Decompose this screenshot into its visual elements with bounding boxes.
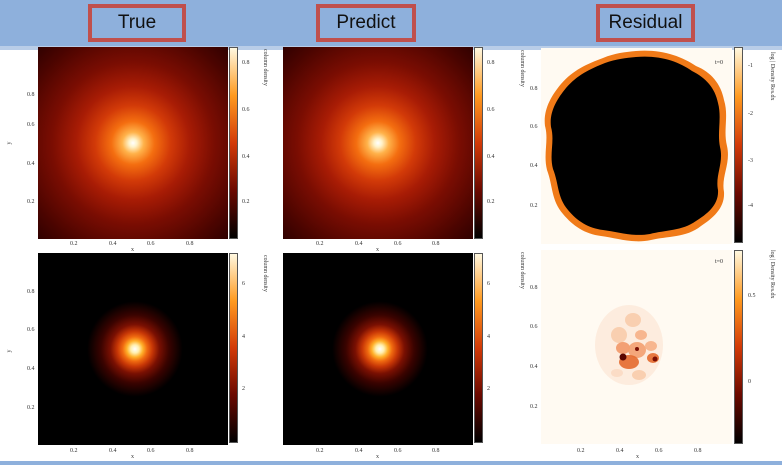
y-tick: 0.8: [27, 92, 35, 98]
x-tick: 0.2: [70, 241, 78, 247]
x-tick: 0.6: [394, 448, 402, 454]
cbar-label: column density: [262, 49, 268, 86]
residual-top-colorbar: [734, 47, 743, 243]
cbar-tick: -1: [748, 63, 753, 69]
x-tick: 0.4: [616, 448, 624, 454]
footer-bar: [0, 461, 782, 465]
cbar-label: column density: [519, 50, 525, 87]
x-axis-label: x: [131, 247, 134, 253]
cbar-tick: 0.2: [487, 199, 495, 205]
x-tick: 0.4: [355, 448, 363, 454]
y-tick: 0.6: [530, 124, 538, 130]
cbar-tick: 2: [487, 386, 490, 392]
y-tick: 0.6: [27, 327, 35, 333]
x-axis-label: x: [376, 247, 379, 253]
x-tick: 0.8: [186, 448, 194, 454]
cbar-label: log | Density Res.dx: [769, 52, 775, 101]
cbar-tick: 0.4: [487, 154, 495, 160]
cbar-tick: 2: [242, 386, 245, 392]
cbar-tick: 6: [242, 281, 245, 287]
x-tick: 0.8: [432, 241, 440, 247]
cbar-tick: 4: [487, 334, 490, 340]
y-tick: 0.4: [530, 163, 538, 169]
residual-top-plot: [541, 48, 732, 244]
true-bottom-colorbar: [229, 253, 238, 443]
x-tick: 0.2: [316, 241, 324, 247]
cbar-tick: 0.8: [242, 60, 250, 66]
residual-clumps: [595, 305, 663, 385]
cbar-tick: 0.5: [748, 293, 756, 299]
column-label-predict: Predict: [316, 4, 416, 42]
true-top-colorbar: [229, 47, 238, 239]
cbar-tick: 0.6: [242, 107, 250, 113]
cbar-tick: 0.2: [242, 199, 250, 205]
y-tick: 0.4: [530, 364, 538, 370]
y-tick: 0.4: [27, 161, 35, 167]
predict-top-plot: [283, 47, 473, 239]
x-tick: 0.6: [394, 241, 402, 247]
cbar-tick: -3: [748, 158, 753, 164]
y-tick: 0.8: [530, 285, 538, 291]
residual-blob: [544, 50, 728, 242]
cbar-tick: 0.8: [487, 60, 495, 66]
x-axis-label: x: [131, 454, 134, 460]
predict-bottom-plot: [283, 253, 473, 445]
x-tick: 0.8: [186, 241, 194, 247]
time-label: t=0: [715, 259, 724, 265]
x-tick: 0.8: [432, 448, 440, 454]
cbar-tick: 6: [487, 281, 490, 287]
x-tick: 0.4: [355, 241, 363, 247]
residual-bottom-colorbar: [734, 250, 743, 444]
x-axis-label: x: [376, 454, 379, 460]
cbar-label: log | Density Res.dx: [769, 250, 775, 299]
y-tick: 0.2: [27, 199, 35, 205]
x-tick: 0.2: [577, 448, 585, 454]
y-tick: 0.8: [27, 289, 35, 295]
x-tick: 0.4: [109, 448, 117, 454]
cbar-tick: 4: [242, 334, 245, 340]
cbar-tick: 0.4: [242, 154, 250, 160]
cbar-label: column density: [262, 255, 268, 292]
cbar-tick: 0: [748, 379, 751, 385]
predict-bottom-colorbar: [474, 253, 483, 443]
true-top-plot: [38, 47, 228, 239]
x-tick: 0.2: [70, 448, 78, 454]
y-axis-label: y: [6, 141, 13, 145]
x-tick: 0.8: [694, 448, 702, 454]
y-tick: 0.2: [530, 203, 538, 209]
residual-bottom-plot: [541, 250, 732, 444]
time-label: t=0: [715, 60, 724, 66]
cbar-tick: -4: [748, 203, 753, 209]
y-tick: 0.2: [530, 404, 538, 410]
y-axis-label: y: [6, 349, 13, 353]
y-tick: 0.6: [530, 324, 538, 330]
x-tick: 0.6: [147, 241, 155, 247]
cbar-label: column density: [519, 252, 525, 289]
x-tick: 0.6: [655, 448, 663, 454]
y-tick: 0.2: [27, 405, 35, 411]
true-bottom-plot: [38, 253, 228, 445]
x-tick: 0.6: [147, 448, 155, 454]
y-tick: 0.6: [27, 122, 35, 128]
x-tick: 0.4: [109, 241, 117, 247]
cbar-tick: -2: [748, 111, 753, 117]
x-tick: 0.2: [316, 448, 324, 454]
y-tick: 0.4: [27, 366, 35, 372]
x-axis-label: x: [636, 454, 639, 460]
column-label-residual: Residual: [596, 4, 695, 42]
cbar-tick: 0.6: [487, 107, 495, 113]
predict-top-colorbar: [474, 47, 483, 239]
y-tick: 0.8: [530, 86, 538, 92]
column-label-true: True: [88, 4, 186, 42]
